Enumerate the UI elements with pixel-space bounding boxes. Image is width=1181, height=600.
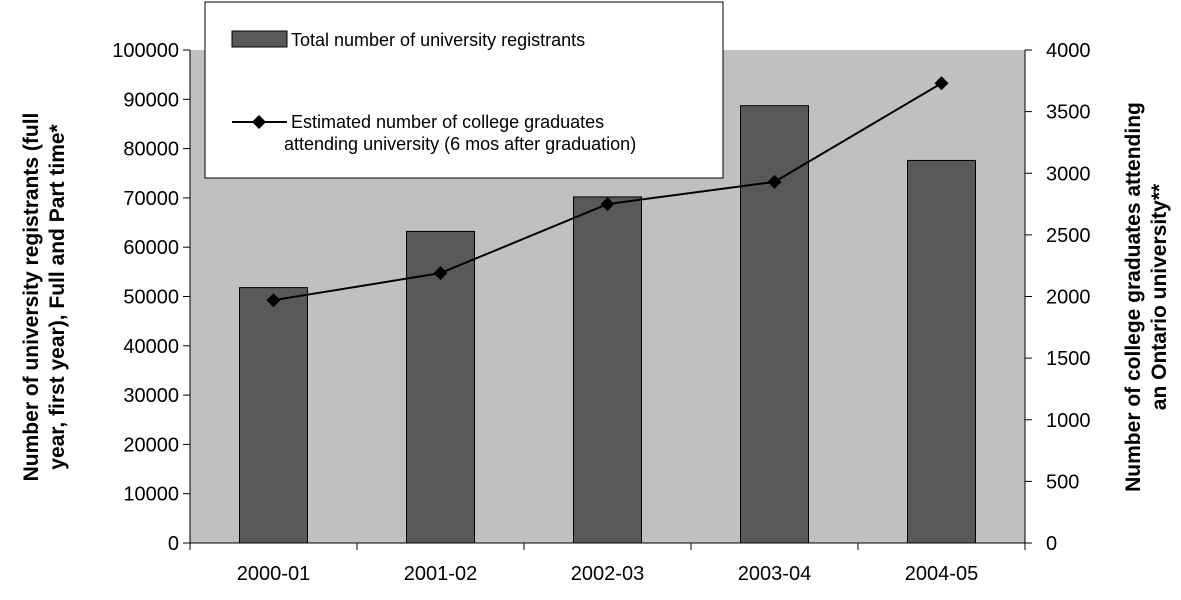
line-point-marker: [433, 266, 448, 281]
right-tick-label: 1000: [1046, 410, 1091, 432]
x-tick-label: 2003-04: [738, 563, 811, 585]
right-axis-title-line: an Ontario university**: [1148, 183, 1171, 410]
line-point-marker: [767, 174, 782, 189]
x-tick-label: 2001-02: [404, 563, 477, 585]
left-axis-title-line: Number of university registrants (full: [20, 113, 43, 482]
legend-label-line-part: attending university (6 mos after gradua…: [284, 134, 636, 154]
left-tick-label: 100000: [112, 40, 179, 62]
right-tick-label: 0: [1046, 533, 1057, 555]
right-tick-label: 3000: [1046, 163, 1091, 185]
legend-label-line-part: Estimated number of college graduates: [291, 112, 604, 132]
left-tick-label: 70000: [123, 188, 179, 210]
bar: [239, 287, 308, 544]
line-point-marker: [934, 76, 949, 91]
right-tick-label: 1500: [1046, 348, 1091, 370]
x-tick-label: 2004-05: [905, 563, 978, 585]
legend-line-marker: [252, 115, 266, 129]
right-tick-label: 2000: [1046, 287, 1091, 309]
right-tick-label: 500: [1046, 471, 1079, 493]
x-tick-label: 2000-01: [237, 563, 310, 585]
left-tick-label: 10000: [123, 484, 179, 506]
bar: [406, 230, 475, 544]
line-point-marker: [266, 293, 281, 308]
left-tick-label: 80000: [123, 139, 179, 161]
left-tick-label: 0: [168, 533, 179, 555]
legend-label-line: Estimated number of college graduates att…: [284, 112, 636, 154]
right-tick-label: 2500: [1046, 225, 1091, 247]
x-tick-label: 2002-03: [571, 563, 644, 585]
left-tick-label: 30000: [123, 385, 179, 407]
left-axis-title: Number of university registrants (full ye…: [20, 113, 69, 482]
left-tick-label: 20000: [123, 434, 179, 456]
left-tick-label: 40000: [123, 336, 179, 358]
right-tick-label: 4000: [1046, 40, 1091, 62]
line-point-marker: [600, 197, 615, 212]
right-axis-title-line: Number of college graduates attending: [1122, 102, 1145, 492]
legend-label-bars: Total number of university registrants: [291, 30, 585, 50]
left-tick-label: 60000: [123, 237, 179, 259]
bar: [907, 159, 976, 544]
right-axis-title: Number of college graduates attending an …: [1122, 102, 1171, 492]
right-tick-label: 3500: [1046, 102, 1091, 124]
left-axis-title-line: year, first year), Full and Part time*: [46, 123, 69, 469]
legend-box: [204, 1, 724, 179]
left-tick-label: 90000: [123, 89, 179, 111]
bar: [573, 196, 642, 544]
legend-bar-swatch: [231, 30, 288, 48]
bar: [740, 105, 809, 544]
left-tick-label: 50000: [123, 287, 179, 309]
